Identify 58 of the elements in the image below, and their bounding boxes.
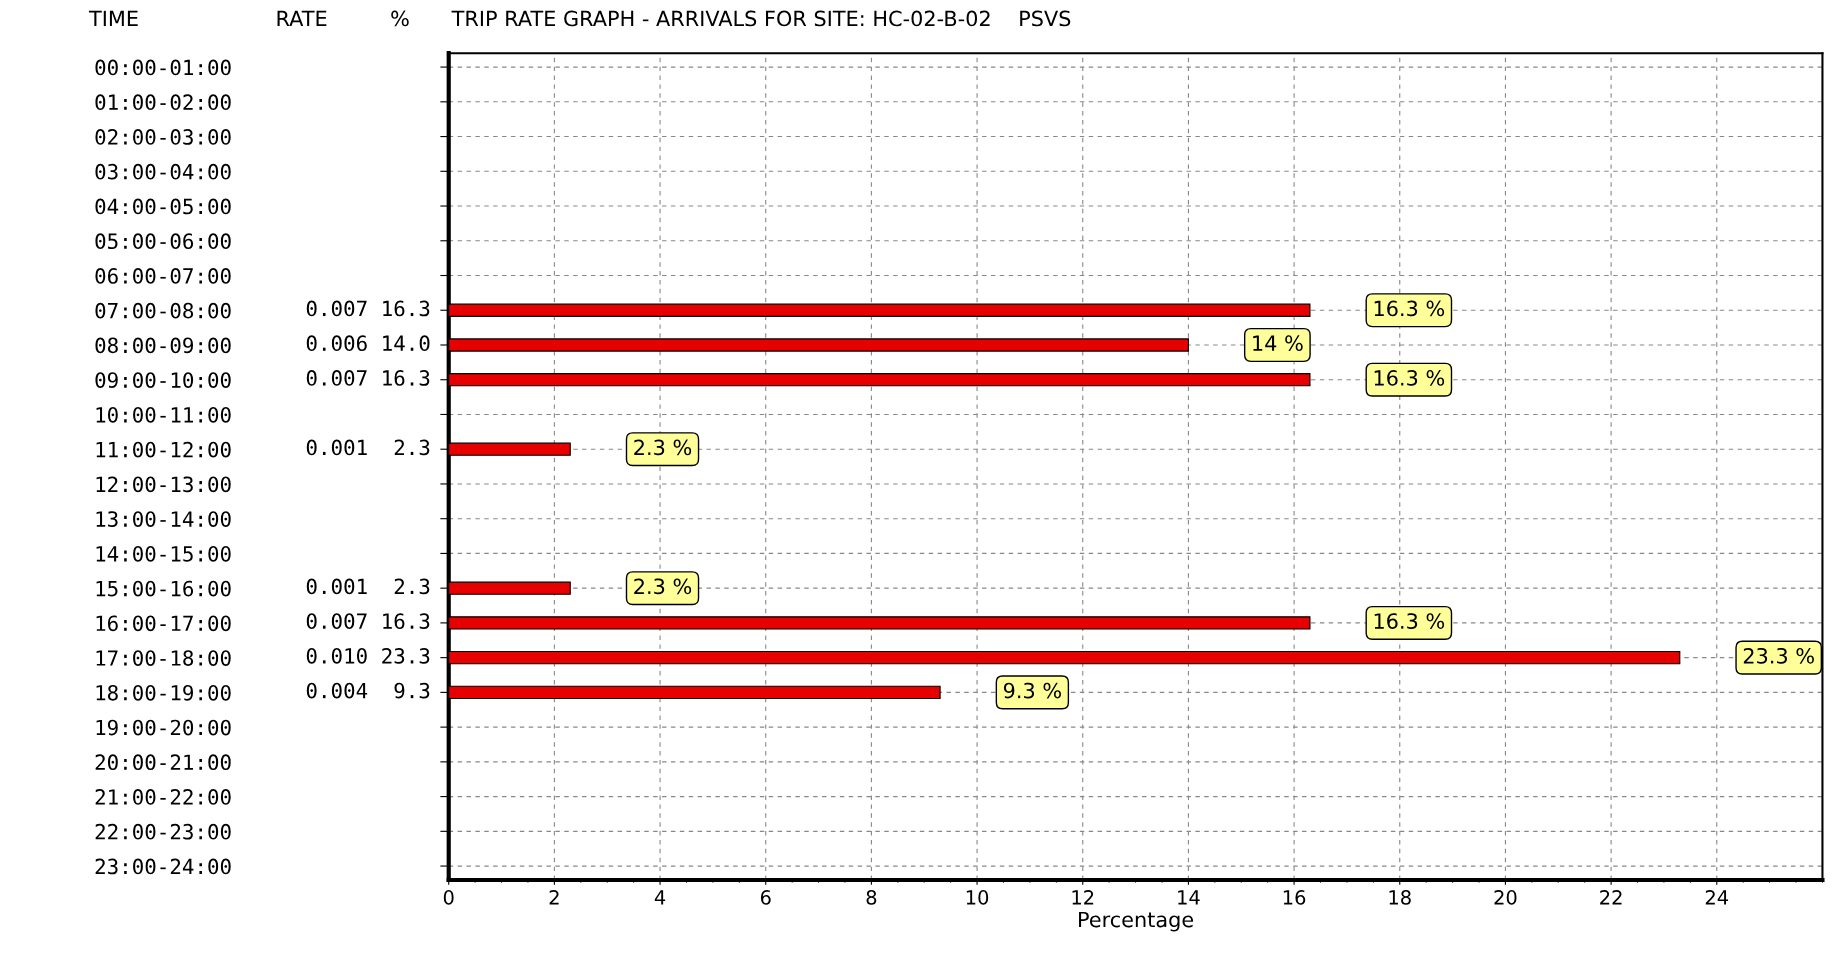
y-tick-label: 18:00-19:00 bbox=[96, 684, 231, 701]
y-tick-label: 01:00-02:00 bbox=[95, 94, 231, 111]
data-label: 2.3 % bbox=[634, 439, 692, 456]
y-tick-label: 10:00-11:00 bbox=[96, 406, 231, 423]
text: 0.010 23.3 bbox=[306, 647, 430, 664]
data-label: 16.3 % bbox=[1374, 370, 1445, 386]
x-tick-label: 20 bbox=[1494, 890, 1517, 905]
y-tick-label: 14:00-15:00 bbox=[96, 545, 231, 562]
x-tick-label: 12 bbox=[1072, 890, 1094, 905]
data-label: 16.3 % bbox=[1374, 613, 1445, 629]
x-axis-title: Percentage bbox=[1079, 911, 1194, 932]
y-tick-label: 04:00-05:00 bbox=[95, 198, 231, 215]
y-tick-label: 09:00-10:00 bbox=[95, 372, 231, 388]
y-tick-label: 08:00-09:00 bbox=[95, 337, 231, 354]
y-tick-label: 19:00-20:00 bbox=[96, 719, 231, 736]
text: TIME bbox=[88, 10, 138, 27]
y-tick-label: 20:00-21:00 bbox=[95, 754, 231, 771]
data-label: 23.3 % bbox=[1743, 647, 1814, 664]
data-label: 14 % bbox=[1253, 335, 1303, 352]
y-tick-label: 21:00-22:00 bbox=[95, 789, 231, 805]
text: 0.004 9.3 bbox=[306, 682, 430, 699]
text: 0.001 2.3 bbox=[306, 439, 430, 456]
x-tick-label: 14 bbox=[1178, 890, 1200, 905]
x-tick-label: 18 bbox=[1389, 890, 1411, 905]
text: 0.007 16.3 bbox=[306, 370, 430, 386]
y-tick-label: 16:00-17:00 bbox=[96, 615, 231, 632]
text: 0.006 14.0 bbox=[306, 335, 430, 352]
text: RATE bbox=[277, 10, 327, 27]
y-tick-label: 13:00-14:00 bbox=[96, 511, 231, 527]
y-tick-label: 05:00-06:00 bbox=[95, 233, 231, 250]
x-tick-label: 16 bbox=[1283, 890, 1306, 905]
y-tick-label: 15:00-16:00 bbox=[96, 580, 231, 597]
data-label: 9.3 % bbox=[1003, 682, 1061, 699]
y-tick-label: 02:00-03:00 bbox=[95, 129, 231, 145]
x-tick-label: 22 bbox=[1600, 890, 1622, 905]
y-tick-label: 22:00-23:00 bbox=[95, 823, 231, 840]
x-tick-label: 10 bbox=[966, 890, 989, 905]
text: 0.007 16.3 bbox=[306, 300, 430, 317]
y-tick-label: 11:00-12:00 bbox=[96, 441, 231, 458]
chart-title: TRIP RATE GRAPH - ARRIVALS FOR SITE: HC-02-B-02 PSVS bbox=[451, 10, 1071, 27]
x-tick-label: 6 bbox=[760, 890, 771, 905]
y-tick-label: 03:00-04:00 bbox=[95, 163, 231, 180]
y-tick-label: 06:00-07:00 bbox=[95, 268, 231, 284]
text: % bbox=[391, 10, 409, 27]
y-tick-label: 00:00-01:00 bbox=[95, 59, 231, 76]
x-tick-label: 4 bbox=[654, 890, 666, 905]
y-tick-label: 23:00-24:00 bbox=[95, 858, 231, 875]
text: 0.001 2.3 bbox=[306, 578, 430, 595]
x-tick-label: 8 bbox=[866, 890, 877, 905]
y-tick-label: 07:00-08:00 bbox=[95, 302, 231, 319]
text: 0.007 16.3 bbox=[306, 613, 430, 629]
data-label: 2.3 % bbox=[634, 578, 692, 595]
x-tick-label: 0 bbox=[443, 890, 454, 905]
y-tick-label: 12:00-13:00 bbox=[96, 476, 231, 493]
y-tick-label: 17:00-18:00 bbox=[96, 650, 231, 666]
data-label: 16.3 % bbox=[1374, 300, 1445, 317]
x-tick-label: 2 bbox=[549, 890, 559, 905]
x-tick-label: 24 bbox=[1705, 890, 1729, 905]
